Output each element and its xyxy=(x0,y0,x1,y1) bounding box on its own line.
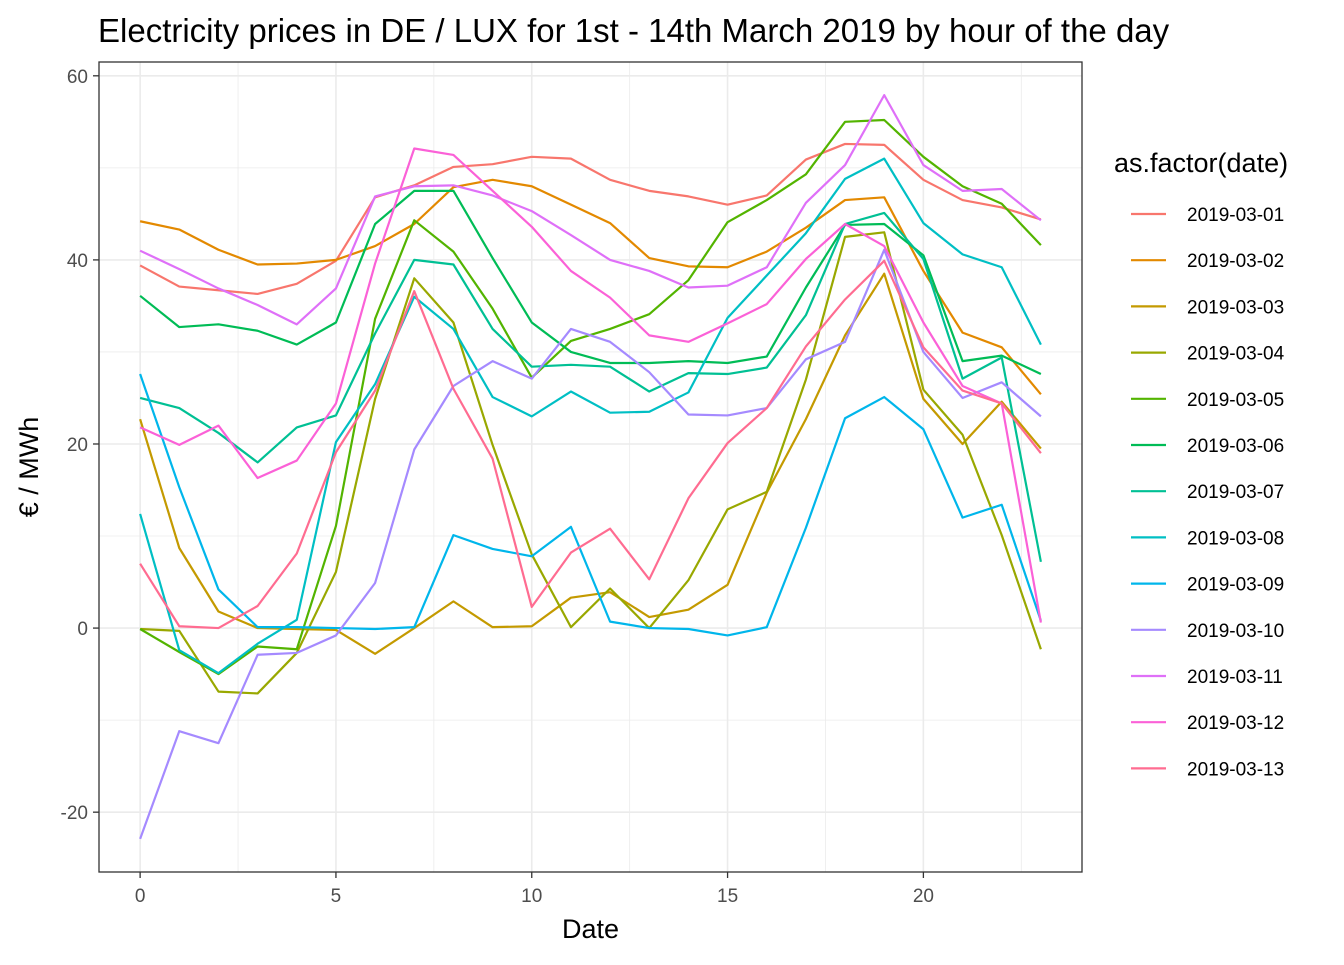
legend-title: as.factor(date) xyxy=(1114,148,1288,178)
legend-label: 2019-03-06 xyxy=(1187,436,1284,457)
legend-label: 2019-03-01 xyxy=(1187,205,1284,226)
x-tick-label: 5 xyxy=(331,886,342,907)
legend-label: 2019-03-02 xyxy=(1187,251,1284,272)
x-tick-label: 20 xyxy=(913,886,934,907)
series-line-2019-03-06 xyxy=(139,189,1042,376)
plot-border xyxy=(98,61,1083,873)
y-tick-label: 20 xyxy=(67,435,88,456)
series-line-2019-03-02 xyxy=(139,178,1042,395)
y-tick-label: 60 xyxy=(67,67,88,88)
legend-item: 2019-03-01 xyxy=(1131,205,1284,226)
series-line-2019-03-11 xyxy=(139,94,1042,326)
x-tick-label: 0 xyxy=(135,886,146,907)
x-tick-label: 15 xyxy=(717,886,738,907)
legend-label: 2019-03-10 xyxy=(1187,621,1284,642)
legend-label: 2019-03-07 xyxy=(1187,482,1284,503)
x-axis: 0 5 10 15 20 xyxy=(135,872,934,907)
legend-label: 2019-03-13 xyxy=(1187,759,1284,780)
legend-item: 2019-03-05 xyxy=(1131,390,1284,411)
legend-item: 2019-03-03 xyxy=(1131,297,1284,318)
series-line-2019-03-08 xyxy=(139,157,1042,675)
legend-item: 2019-03-08 xyxy=(1131,528,1284,549)
x-axis-title: Date xyxy=(562,914,619,944)
legend-item: 2019-03-13 xyxy=(1131,759,1284,780)
series-line-2019-03-09 xyxy=(139,373,1042,637)
legend-label: 2019-03-09 xyxy=(1187,575,1284,596)
plot-panel xyxy=(99,62,1082,872)
legend-label: 2019-03-08 xyxy=(1187,528,1284,549)
y-axis: -20 0 20 40 60 xyxy=(61,67,99,824)
legend-item: 2019-03-02 xyxy=(1131,251,1284,272)
legend-item: 2019-03-11 xyxy=(1131,667,1283,688)
series-layer xyxy=(139,94,1042,840)
y-tick-label: 0 xyxy=(77,619,88,640)
legend-items: 2019-03-01 2019-03-02 2019-03-03 2019-03-04… xyxy=(1131,205,1285,780)
series-line-2019-03-07 xyxy=(139,211,1042,563)
legend-item: 2019-03-09 xyxy=(1131,575,1284,596)
legend-label: 2019-03-12 xyxy=(1187,713,1284,734)
series-line-2019-03-12 xyxy=(139,147,1042,623)
legend-label: 2019-03-05 xyxy=(1187,390,1284,411)
legend-label: 2019-03-04 xyxy=(1187,344,1285,365)
y-axis-title: € / MWh xyxy=(14,417,44,518)
legend-label: 2019-03-11 xyxy=(1187,667,1283,688)
legend-item: 2019-03-04 xyxy=(1131,344,1285,365)
series-line-2019-03-01 xyxy=(139,142,1042,296)
series-line-2019-03-13 xyxy=(139,259,1042,630)
y-tick-label: -20 xyxy=(61,803,88,824)
legend-item: 2019-03-06 xyxy=(1131,436,1284,457)
grid-minor xyxy=(99,62,1082,872)
y-tick-label: 40 xyxy=(67,251,88,272)
chart-title: Electricity prices in DE / LUX for 1st -… xyxy=(98,12,1170,49)
legend-label: 2019-03-03 xyxy=(1187,297,1284,318)
legend-item: 2019-03-12 xyxy=(1131,713,1284,734)
legend-item: 2019-03-07 xyxy=(1131,482,1284,503)
x-tick-label: 10 xyxy=(521,886,542,907)
series-line-2019-03-03 xyxy=(139,272,1042,655)
legend-item: 2019-03-10 xyxy=(1131,621,1284,642)
legend: as.factor(date) 2019-03-012019-03-022019… xyxy=(1114,148,1288,780)
series-line-2019-03-10 xyxy=(139,248,1042,840)
